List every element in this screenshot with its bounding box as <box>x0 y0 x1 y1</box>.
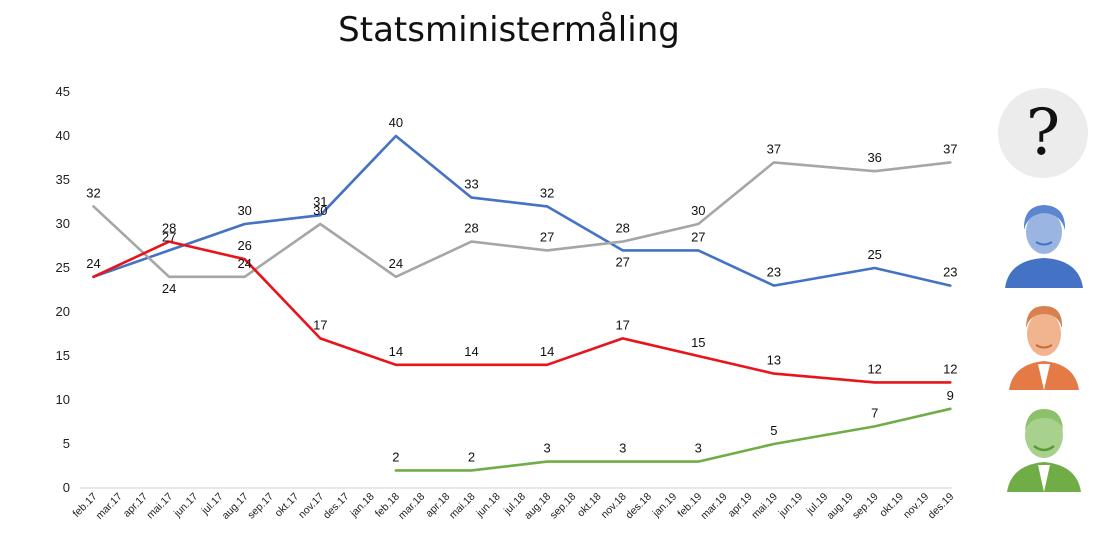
data-label: 15 <box>691 335 705 350</box>
y-tick-label: 45 <box>56 84 70 99</box>
x-tick-label: jun.18 <box>473 491 503 521</box>
data-label: 25 <box>867 247 881 262</box>
legend-portrait-red <box>1009 306 1079 390</box>
data-label: 14 <box>540 344 554 359</box>
x-tick-label: nov.18 <box>599 491 629 521</box>
series-line-blue <box>92 134 952 287</box>
chart-title: Statsministermåling <box>338 10 680 50</box>
data-label: 24 <box>162 281 176 296</box>
data-label: 2 <box>468 449 475 464</box>
x-tick-label: mai.19 <box>749 491 780 522</box>
data-label: 3 <box>695 441 702 456</box>
x-tick-label: aug.17 <box>220 491 251 522</box>
series-line-red <box>92 240 952 384</box>
x-tick-label: mar.19 <box>698 491 729 522</box>
data-label: 5 <box>770 423 777 438</box>
question-mark-text: ? <box>1025 96 1061 170</box>
data-label: 23 <box>767 265 781 280</box>
x-tick-label: sep.19 <box>850 491 881 522</box>
data-label: 12 <box>867 361 881 376</box>
data-label: 28 <box>464 221 478 236</box>
series-line-green <box>394 407 952 472</box>
x-tick-label: des.17 <box>321 491 352 522</box>
x-tick-label: sep.17 <box>245 491 276 522</box>
y-tick-label: 15 <box>56 348 70 363</box>
x-tick-label: des.18 <box>623 491 654 522</box>
x-tick-label: aug.19 <box>824 491 855 522</box>
data-label: 37 <box>943 141 957 156</box>
legend-portrait-green <box>1007 409 1081 492</box>
x-tick-label: jan.18 <box>347 491 377 521</box>
x-tick-label: jun.17 <box>171 491 201 521</box>
x-tick-label: mai.17 <box>144 491 175 522</box>
data-label: 27 <box>615 254 629 269</box>
y-tick-label: 25 <box>56 260 70 275</box>
data-label: 24 <box>86 256 100 271</box>
data-label: 33 <box>464 177 478 192</box>
data-label: 28 <box>162 221 176 236</box>
data-label: 40 <box>389 115 403 130</box>
data-label: 28 <box>615 221 629 236</box>
x-tick-label: mar.18 <box>396 491 427 522</box>
data-label: 24 <box>237 256 251 271</box>
data-label: 32 <box>86 185 100 200</box>
y-tick-label: 5 <box>63 436 70 451</box>
data-labels: 2432282724302624313017402414233281423227… <box>86 115 957 464</box>
data-label: 36 <box>867 150 881 165</box>
x-tick-label: okt.18 <box>575 491 604 520</box>
y-tick-label: 30 <box>56 216 70 231</box>
data-label: 27 <box>162 229 176 244</box>
y-tick-label: 20 <box>56 304 70 319</box>
x-tick-label: jun.19 <box>776 491 806 521</box>
data-label: 2 <box>392 449 399 464</box>
data-label: 37 <box>767 141 781 156</box>
series-lines <box>92 134 952 472</box>
y-tick-label: 0 <box>63 480 70 495</box>
x-tick-label: mai.18 <box>447 491 478 522</box>
data-label: 24 <box>389 256 403 271</box>
legend-portrait-blue <box>1003 196 1085 288</box>
series-line-grey <box>92 161 952 279</box>
legend-question-mark: ? <box>998 88 1088 178</box>
x-tick-label: aug.18 <box>522 491 553 522</box>
data-label: 13 <box>767 353 781 368</box>
data-label: 27 <box>540 229 554 244</box>
y-tick-label: 10 <box>56 392 70 407</box>
data-label: 23 <box>943 265 957 280</box>
data-label: 30 <box>237 203 251 218</box>
data-label: 31 <box>313 194 327 209</box>
data-label: 30 <box>313 203 327 218</box>
data-label: 12 <box>943 361 957 376</box>
y-axis: 0 5 10 15 20 25 30 35 40 45 <box>56 84 70 495</box>
x-tick-label: des.19 <box>926 491 957 522</box>
data-label: 26 <box>237 238 251 253</box>
x-tick-label: okt.19 <box>877 491 906 520</box>
data-label: 32 <box>540 185 554 200</box>
data-label: 14 <box>464 344 478 359</box>
x-tick-label: nov.17 <box>296 491 326 521</box>
y-tick-label: 40 <box>56 128 70 143</box>
x-tick-label: nov.19 <box>901 491 931 521</box>
x-tick-label: okt.17 <box>273 491 302 520</box>
data-label: 7 <box>871 405 878 420</box>
data-label: 14 <box>389 344 403 359</box>
data-label: 3 <box>543 441 550 456</box>
data-label: 3 <box>619 441 626 456</box>
x-axis-labels: feb.17mar.17apr.17mai.17jun.17jul.17aug.… <box>70 491 956 522</box>
data-label: 17 <box>615 317 629 332</box>
y-tick-label: 35 <box>56 172 70 187</box>
x-tick-label: jan.19 <box>650 491 680 521</box>
x-tick-label: sep.18 <box>548 491 579 522</box>
data-label: 9 <box>947 388 954 403</box>
data-label: 30 <box>691 203 705 218</box>
x-tick-label: mar.17 <box>94 491 125 522</box>
data-label: 17 <box>313 317 327 332</box>
data-label: 27 <box>691 229 705 244</box>
